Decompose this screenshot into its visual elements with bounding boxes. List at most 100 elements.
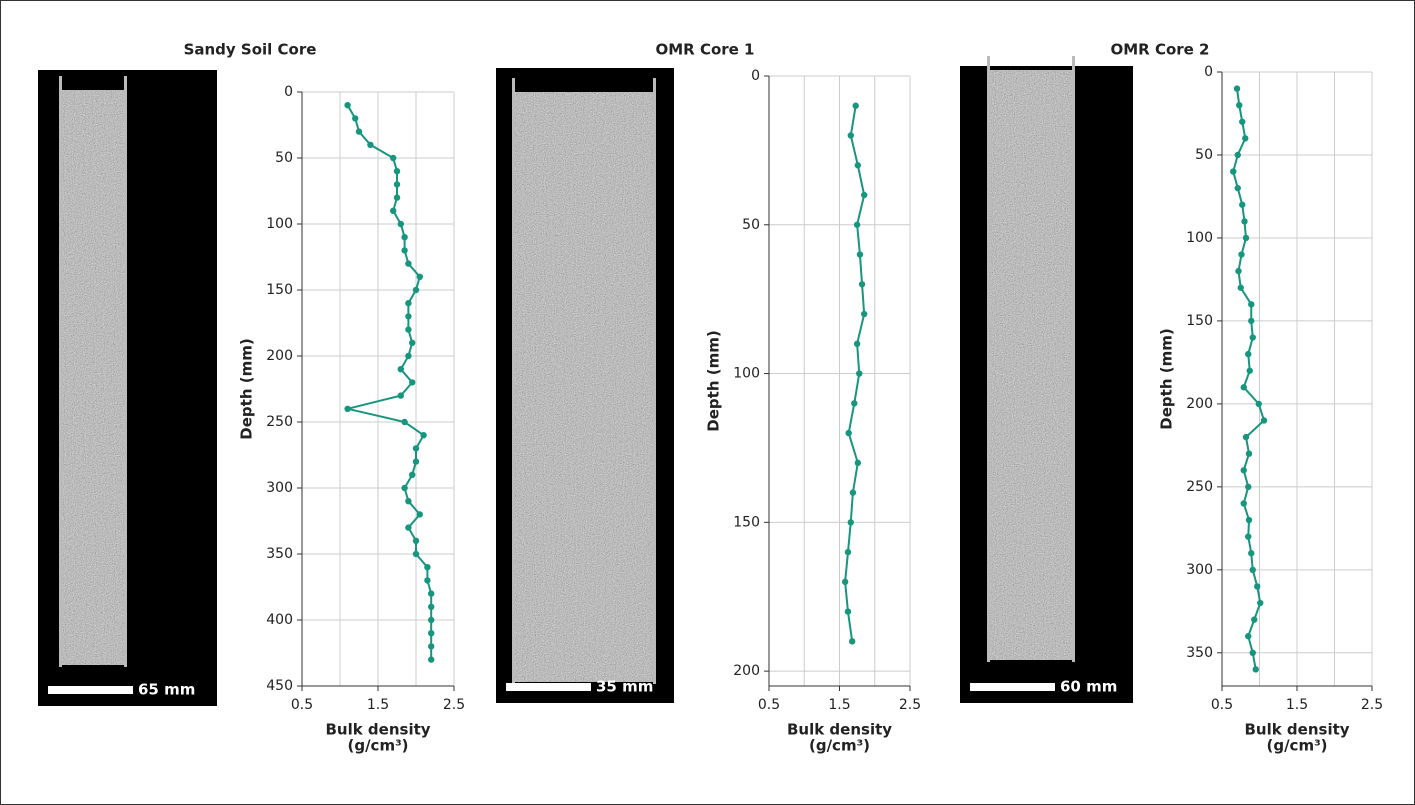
- density-point: [390, 207, 397, 214]
- core-sample: [62, 90, 124, 665]
- density-point: [401, 484, 408, 492]
- x-tick-label: 2.5: [899, 697, 921, 713]
- density-point: [412, 458, 420, 465]
- x-tick-label: 0.5: [291, 697, 313, 713]
- density-point: [1257, 599, 1264, 607]
- density-point: [847, 519, 854, 526]
- density-point: [1239, 118, 1246, 125]
- y-tick-label: 400: [266, 612, 293, 628]
- chart-title: OMR Core 1: [656, 41, 755, 59]
- density-point: [844, 608, 852, 615]
- density-point: [397, 392, 404, 399]
- density-point: [405, 313, 412, 320]
- scale-bar-label: 35 mm: [596, 678, 653, 696]
- y-tick-label: 50: [742, 217, 760, 233]
- density-point: [1240, 467, 1247, 474]
- density-point: [412, 537, 420, 544]
- y-tick-label: 450: [266, 678, 293, 694]
- density-point: [1260, 417, 1268, 424]
- density-point: [393, 181, 401, 188]
- density-point: [1255, 400, 1262, 408]
- y-axis-label: Depth (mm): [705, 330, 723, 431]
- density-point: [405, 326, 412, 333]
- density-point: [393, 168, 401, 175]
- scale-bar: [48, 686, 133, 694]
- y-axis-label: Depth (mm): [1158, 328, 1176, 429]
- y-tick-label: 250: [266, 414, 293, 430]
- density-point: [401, 234, 408, 241]
- y-tick-label: 100: [733, 366, 760, 382]
- scale-bar: [970, 683, 1055, 691]
- x-tick-label: 0.5: [758, 697, 780, 713]
- core-wall: [124, 76, 127, 667]
- density-point: [1248, 301, 1255, 308]
- y-tick-label: 0: [284, 84, 293, 100]
- y-tick-label: 300: [1186, 562, 1213, 578]
- density-point: [401, 418, 408, 426]
- density-point: [1245, 516, 1253, 524]
- density-point: [352, 115, 359, 122]
- density-point: [393, 194, 401, 201]
- density-point: [424, 564, 431, 571]
- density-point: [416, 273, 423, 280]
- y-tick-label: 200: [733, 663, 760, 679]
- core-wall: [1072, 56, 1075, 662]
- y-tick-label: 0: [751, 68, 760, 84]
- x-tick-label: 0.5: [1211, 697, 1233, 713]
- scale-bar-label: 60 mm: [1060, 678, 1117, 696]
- x-tick-label: 1.5: [367, 697, 389, 713]
- density-point: [1240, 384, 1247, 391]
- density-point: [1240, 500, 1247, 507]
- density-point: [853, 221, 861, 228]
- density-point: [858, 281, 866, 288]
- x-axis-label: Bulk density: [787, 721, 892, 739]
- density-point: [428, 603, 435, 610]
- density-point: [397, 220, 404, 228]
- density-point: [1245, 450, 1253, 457]
- density-point: [841, 578, 849, 586]
- core-sample: [515, 92, 653, 682]
- density-point: [853, 340, 861, 348]
- y-tick-label: 0: [1204, 64, 1213, 80]
- density-point: [1245, 350, 1252, 358]
- density-point: [860, 191, 868, 199]
- density-point: [1248, 550, 1255, 557]
- density-point: [1239, 201, 1246, 208]
- density-point: [1233, 85, 1241, 92]
- density-point: [405, 498, 412, 505]
- density-point: [428, 590, 435, 597]
- x-axis-label: (g/cm³): [347, 737, 408, 755]
- density-point: [428, 616, 435, 624]
- y-tick-label: 150: [733, 514, 760, 530]
- density-point: [428, 630, 435, 637]
- x-tick-label: 2.5: [443, 697, 465, 713]
- x-axis-label: (g/cm³): [809, 737, 870, 755]
- core-wall: [987, 56, 990, 662]
- density-point: [412, 286, 420, 294]
- density-point: [845, 429, 852, 437]
- core-wall: [653, 78, 656, 684]
- chart-title: OMR Core 2: [1111, 41, 1210, 59]
- x-axis-label: Bulk density: [325, 721, 430, 739]
- density-point: [1245, 533, 1252, 540]
- density-point: [409, 339, 416, 346]
- density-point: [1249, 566, 1256, 574]
- scale-bar: [506, 683, 591, 691]
- y-tick-label: 200: [1186, 396, 1213, 412]
- density-point: [405, 260, 412, 267]
- density-point: [428, 656, 435, 663]
- density-point: [1254, 583, 1261, 590]
- y-tick-label: 150: [266, 282, 293, 298]
- density-point: [1235, 267, 1242, 275]
- density-point: [856, 370, 863, 377]
- density-point: [1234, 184, 1241, 192]
- density-point: [344, 102, 351, 109]
- density-point: [1245, 633, 1252, 640]
- density-point: [1241, 218, 1248, 225]
- density-point: [409, 471, 416, 478]
- density-point: [1252, 666, 1259, 673]
- y-tick-label: 150: [1186, 313, 1213, 329]
- y-tick-label: 50: [275, 150, 293, 166]
- density-point: [401, 247, 408, 254]
